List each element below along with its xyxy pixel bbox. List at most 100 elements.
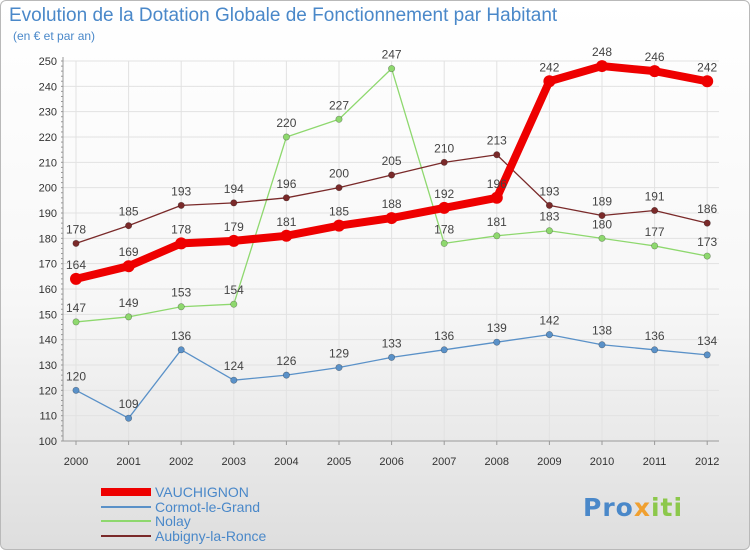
data-point-Aubigny-la-Ronce-2000 <box>72 239 80 247</box>
data-label-Cormot-le-Grand-2001: 109 <box>119 397 139 411</box>
data-point-Nolay-2011 <box>651 242 659 250</box>
x-tick-label-2009: 2009 <box>537 456 561 468</box>
data-label-Nolay-2005: 227 <box>329 98 349 112</box>
data-label-Nolay-2004: 220 <box>276 116 296 130</box>
data-label-Cormot-le-Grand-2004: 126 <box>276 354 296 368</box>
data-point-VAUCHIGNON-2002 <box>175 237 188 250</box>
data-label-VAUCHIGNON-2012: 242 <box>697 60 717 74</box>
data-label-Aubigny-la-Ronce-2003: 194 <box>224 182 244 196</box>
data-label-Aubigny-la-Ronce-2001: 185 <box>119 205 139 219</box>
data-label-Cormot-le-Grand-2012: 134 <box>697 334 717 348</box>
proxiti-logo: Proxiti <box>583 493 683 522</box>
data-label-Aubigny-la-Ronce-2007: 210 <box>434 141 454 155</box>
data-point-VAUCHIGNON-2009 <box>543 75 556 88</box>
x-tick-label-2011: 2011 <box>643 456 667 468</box>
data-point-Nolay-2012 <box>703 252 711 260</box>
logo-part-1: Pro <box>583 493 634 522</box>
data-point-Cormot-le-Grand-2002 <box>177 346 185 354</box>
data-point-Nolay-2000 <box>72 318 80 326</box>
y-tick-label-110: 110 <box>39 411 57 423</box>
data-point-Cormot-le-Grand-2007 <box>440 346 448 354</box>
data-label-Nolay-2007: 178 <box>434 222 454 236</box>
data-label-VAUCHIGNON-2007: 192 <box>434 187 454 201</box>
data-label-Aubigny-la-Ronce-2009: 193 <box>539 184 559 198</box>
data-point-Cormot-le-Grand-2009 <box>545 331 553 339</box>
y-tick-label-180: 180 <box>39 233 57 245</box>
y-tick-label-130: 130 <box>39 360 57 372</box>
data-label-VAUCHIGNON-2003: 179 <box>224 220 244 234</box>
legend-item-nolay: Nolay <box>101 514 266 529</box>
data-label-Cormot-le-Grand-2002: 136 <box>171 329 191 343</box>
x-tick-label-2005: 2005 <box>327 456 351 468</box>
y-tick-label-120: 120 <box>39 385 57 397</box>
data-label-Nolay-2009: 183 <box>539 210 559 224</box>
data-label-VAUCHIGNON-2004: 181 <box>276 215 296 229</box>
legend-label-cormot: Cormot-le-Grand <box>155 498 261 515</box>
data-point-Nolay-2003 <box>230 300 238 308</box>
data-label-Cormot-le-Grand-2008: 139 <box>487 321 507 335</box>
data-label-VAUCHIGNON-2005: 185 <box>329 205 349 219</box>
legend-item-aubigny: Aubigny-la-Ronce <box>101 529 266 544</box>
data-label-Nolay-2001: 149 <box>119 296 139 310</box>
data-label-Aubigny-la-Ronce-2005: 200 <box>329 167 349 181</box>
data-point-Cormot-le-Grand-2010 <box>598 341 606 349</box>
data-label-Aubigny-la-Ronce-2002: 193 <box>171 184 191 198</box>
logo-part-2: x <box>633 493 651 522</box>
data-point-Cormot-le-Grand-2004 <box>282 371 290 379</box>
data-point-Nolay-2009 <box>545 227 553 235</box>
data-label-VAUCHIGNON-2008: 196 <box>487 177 507 191</box>
data-point-Cormot-le-Grand-2012 <box>703 351 711 359</box>
data-point-VAUCHIGNON-2008 <box>490 191 503 204</box>
data-point-VAUCHIGNON-2010 <box>596 60 608 73</box>
legend-swatch-aubigny <box>101 534 151 537</box>
data-label-Nolay-2011: 177 <box>645 225 665 239</box>
data-point-VAUCHIGNON-2000 <box>70 272 82 285</box>
y-tick-label-230: 230 <box>39 107 57 119</box>
y-tick-label-190: 190 <box>39 208 57 220</box>
data-label-Cormot-le-Grand-2009: 142 <box>539 314 559 328</box>
data-label-Cormot-le-Grand-2011: 136 <box>645 329 665 343</box>
data-point-Nolay-2004 <box>282 133 290 141</box>
data-point-Aubigny-la-Ronce-2003 <box>230 199 238 207</box>
data-point-Aubigny-la-Ronce-2001 <box>125 222 133 230</box>
data-label-VAUCHIGNON-2002: 178 <box>171 222 191 236</box>
data-point-Aubigny-la-Ronce-2002 <box>177 201 185 209</box>
x-tick-label-2008: 2008 <box>485 456 509 468</box>
data-label-Nolay-2006: 247 <box>382 48 402 62</box>
x-tick-label-2007: 2007 <box>432 456 456 468</box>
data-point-VAUCHIGNON-2012 <box>701 75 714 88</box>
data-point-Nolay-2008 <box>493 232 501 240</box>
x-tick-label-2006: 2006 <box>379 456 403 468</box>
data-label-VAUCHIGNON-2011: 246 <box>645 50 665 64</box>
x-tick-label-2000: 2000 <box>64 456 88 468</box>
data-label-Aubigny-la-Ronce-2010: 189 <box>592 195 612 209</box>
data-label-Nolay-2012: 173 <box>697 235 717 249</box>
data-label-VAUCHIGNON-2009: 242 <box>539 60 559 74</box>
data-label-Aubigny-la-Ronce-2011: 191 <box>645 189 665 203</box>
data-point-VAUCHIGNON-2006 <box>385 212 398 225</box>
legend-label-vauchignon: VAUCHIGNON <box>155 484 249 501</box>
y-tick-label-160: 160 <box>39 284 57 296</box>
data-point-Aubigny-la-Ronce-2012 <box>703 219 711 227</box>
data-label-Cormot-le-Grand-2000: 120 <box>66 369 86 383</box>
data-point-Nolay-2001 <box>125 313 133 321</box>
y-tick-label-200: 200 <box>39 183 57 195</box>
data-point-Aubigny-la-Ronce-2004 <box>282 194 290 202</box>
legend: VAUCHIGNON Cormot-le-Grand Nolay Aubigny… <box>101 485 266 543</box>
x-tick-label-2012: 2012 <box>695 456 719 468</box>
data-label-Aubigny-la-Ronce-2004: 196 <box>276 177 296 191</box>
logo-part-3: iti <box>650 493 684 522</box>
data-point-VAUCHIGNON-2004 <box>280 229 293 242</box>
legend-swatch-vauchignon <box>101 488 151 497</box>
data-point-VAUCHIGNON-2005 <box>333 219 345 232</box>
y-tick-label-150: 150 <box>39 309 57 321</box>
data-label-Nolay-2000: 147 <box>66 301 86 315</box>
data-point-VAUCHIGNON-2001 <box>122 260 135 273</box>
y-tick-label-210: 210 <box>39 157 57 169</box>
data-label-VAUCHIGNON-2010: 248 <box>592 45 612 59</box>
data-label-VAUCHIGNON-2006: 188 <box>382 197 402 211</box>
data-label-VAUCHIGNON-2000: 164 <box>66 258 86 272</box>
data-point-Cormot-le-Grand-2008 <box>493 338 501 346</box>
x-tick-label-2004: 2004 <box>274 456 298 468</box>
